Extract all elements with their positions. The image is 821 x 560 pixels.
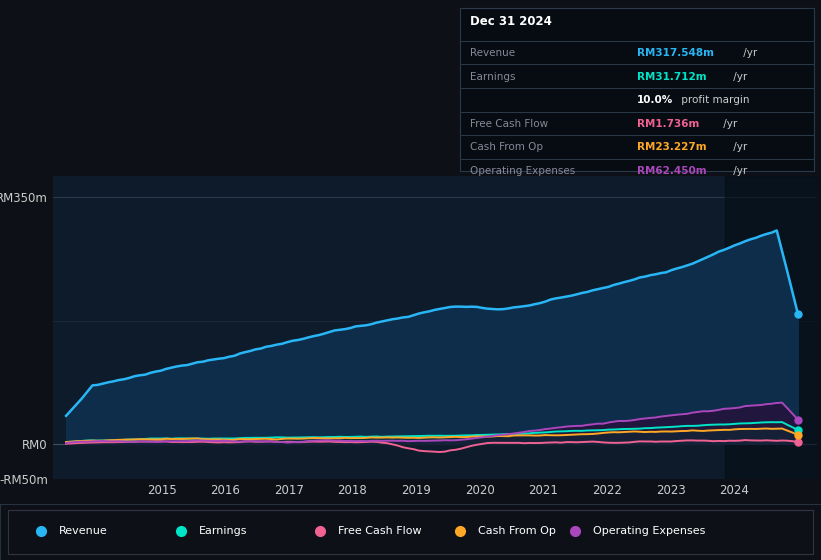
Text: Free Cash Flow: Free Cash Flow — [338, 526, 422, 536]
Text: /yr: /yr — [730, 72, 747, 82]
Text: profit margin: profit margin — [678, 95, 750, 105]
Text: Earnings: Earnings — [199, 526, 247, 536]
Text: RM62.450m: RM62.450m — [637, 166, 707, 176]
Text: Cash From Op: Cash From Op — [478, 526, 556, 536]
Text: /yr: /yr — [740, 48, 757, 58]
Text: Free Cash Flow: Free Cash Flow — [470, 119, 548, 129]
Text: Operating Expenses: Operating Expenses — [470, 166, 576, 176]
Text: Dec 31 2024: Dec 31 2024 — [470, 15, 553, 28]
Text: /yr: /yr — [730, 142, 747, 152]
Text: RM31.712m: RM31.712m — [637, 72, 707, 82]
Text: Earnings: Earnings — [470, 72, 516, 82]
Text: /yr: /yr — [720, 119, 737, 129]
Text: RM23.227m: RM23.227m — [637, 142, 707, 152]
Text: 10.0%: 10.0% — [637, 95, 673, 105]
Text: RM1.736m: RM1.736m — [637, 119, 699, 129]
Bar — [725, 176, 817, 479]
Text: /yr: /yr — [730, 166, 747, 176]
Text: Operating Expenses: Operating Expenses — [593, 526, 705, 536]
Text: Revenue: Revenue — [470, 48, 516, 58]
Text: Revenue: Revenue — [59, 526, 108, 536]
Text: RM317.548m: RM317.548m — [637, 48, 714, 58]
Text: Cash From Op: Cash From Op — [470, 142, 544, 152]
